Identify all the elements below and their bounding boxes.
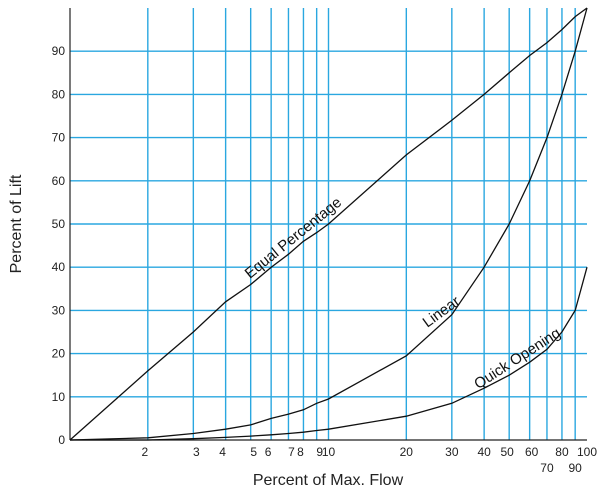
x-tick-label-60: 60 [525, 445, 539, 459]
x-tick-label-9: 9 [316, 445, 323, 459]
x-tick-label-5: 5 [250, 445, 257, 459]
y-tick-label-80: 80 [52, 87, 66, 101]
x-axis-title: Percent of Max. Flow [253, 472, 404, 489]
x-tick-label-4: 4 [219, 445, 226, 459]
curve-label-equal-percentage: Equal Percentage [242, 194, 345, 282]
y-axis-title: Percent of Lift [8, 174, 25, 273]
series-line-quick-opening [70, 267, 588, 441]
y-tick-label-70: 70 [52, 131, 66, 145]
y-tick-label-0: 0 [58, 433, 65, 447]
x-tick-label-40: 40 [477, 445, 491, 459]
x-tick-label-50: 50 [501, 445, 515, 459]
series-line-linear [69, 7, 588, 441]
y-tick-label-10: 10 [52, 390, 66, 404]
curves [69, 7, 588, 441]
x-tick-label-30: 30 [445, 445, 459, 459]
y-tick-label-30: 30 [52, 303, 66, 317]
x-tick-label-80: 80 [555, 445, 569, 459]
y-tick-label-40: 40 [52, 260, 66, 274]
x-tick-label-20: 20 [400, 445, 414, 459]
x-tick-label-8: 8 [297, 445, 304, 459]
tick-labels: 2 3 4 5 6 7 8 910 20 30 40 50 6070809010001020304050… [52, 44, 598, 475]
x-tick-label-3: 3 [193, 445, 200, 459]
x-tick-label-7: 7 [288, 445, 295, 459]
x-tick-label-10: 10 [322, 445, 336, 459]
y-tick-label-50: 50 [52, 217, 66, 231]
x-tick-label-6: 6 [265, 445, 272, 459]
x-tick-label-100: 100 [577, 445, 597, 459]
curve-label-linear: Linear [420, 293, 464, 331]
y-tick-label-90: 90 [52, 44, 66, 58]
y-tick-label-60: 60 [52, 174, 66, 188]
x-tick-label-70: 70 [540, 461, 554, 475]
series-line-equal-percentage [69, 7, 588, 441]
x-tick-label-90: 90 [568, 461, 582, 475]
y-tick-label-20: 20 [52, 347, 66, 361]
curve-label-quick-opening: Quick Opening [471, 324, 563, 392]
x-tick-label-2: 2 [141, 445, 148, 459]
